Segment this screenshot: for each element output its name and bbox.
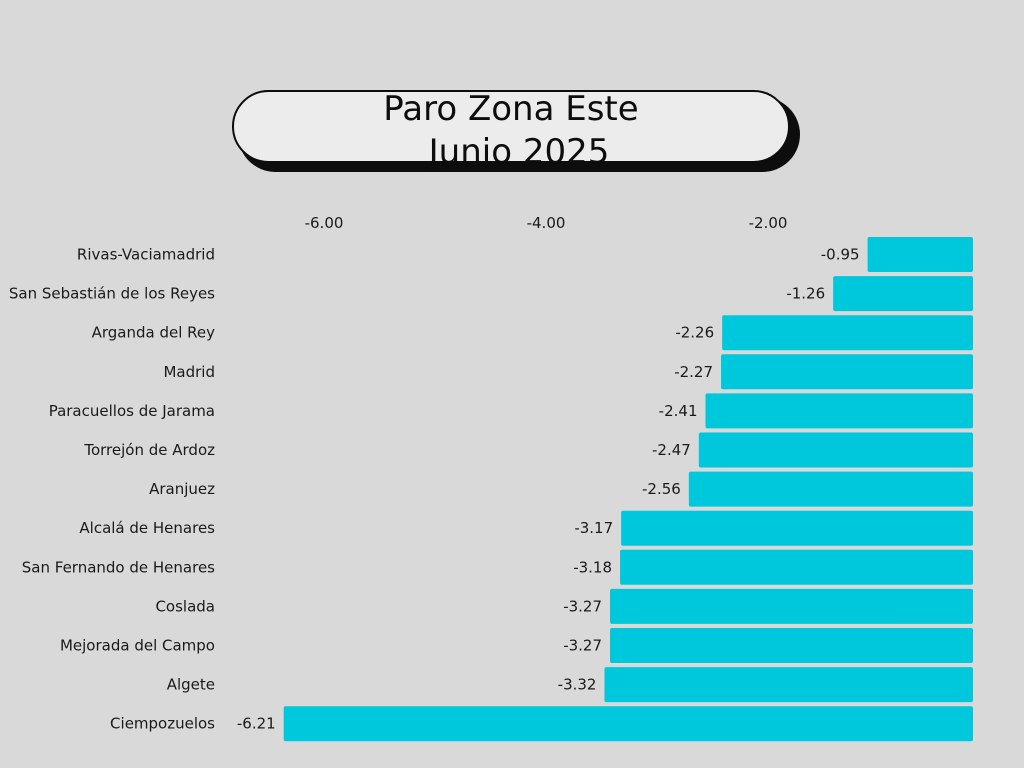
bar — [721, 354, 973, 390]
bar-value-label: -2.26 — [675, 324, 714, 342]
bar-value-label: -3.17 — [574, 519, 613, 537]
category-label: Torrejón de Ardoz — [83, 441, 215, 459]
bar — [283, 706, 973, 742]
bar-value-label: -3.18 — [573, 558, 612, 576]
category-label: San Fernando de Henares — [22, 558, 215, 576]
bar-value-label: -2.56 — [642, 480, 681, 498]
chart-title-line-1: Paro Zona Este — [383, 89, 639, 129]
category-label: Algete — [167, 676, 215, 694]
category-label: Coslada — [155, 597, 215, 615]
category-label: San Sebastián de los Reyes — [9, 285, 215, 303]
bar-value-label: -2.41 — [659, 402, 698, 420]
category-label: Aranjuez — [149, 480, 215, 498]
category-label: Mejorada del Campo — [60, 637, 215, 655]
category-label: Madrid — [163, 363, 215, 381]
bar-value-label: -3.32 — [558, 676, 597, 694]
bar-value-label: -0.95 — [821, 246, 860, 264]
category-label: Rivas-Vaciamadrid — [77, 246, 215, 264]
bar — [867, 237, 973, 272]
bar — [688, 471, 973, 507]
title-box: Paro Zona Este Junio 2025 — [232, 89, 790, 171]
bar — [722, 315, 973, 351]
bar-value-label: -3.27 — [563, 597, 602, 615]
category-label: Paracuellos de Jarama — [49, 402, 215, 420]
bar — [610, 588, 973, 624]
bar — [833, 276, 973, 312]
category-label: Arganda del Rey — [92, 324, 216, 342]
bar — [698, 432, 973, 468]
bar-value-label: -6.21 — [237, 715, 276, 733]
x-tick-label: -4.00 — [527, 214, 566, 232]
chart-title-line-2: Junio 2025 — [428, 132, 610, 172]
bar-value-label: -3.27 — [563, 637, 602, 655]
bar-value-label: -1.26 — [786, 285, 825, 303]
bar — [705, 393, 973, 429]
bar — [620, 549, 973, 585]
bar — [610, 628, 973, 663]
bar — [604, 667, 973, 703]
x-tick-label: -6.00 — [305, 214, 344, 232]
bar-value-label: -2.47 — [652, 441, 691, 459]
bar-value-label: -2.27 — [674, 363, 713, 381]
x-tick-label: -2.00 — [749, 214, 788, 232]
category-label: Alcalá de Henares — [79, 519, 215, 537]
bar — [621, 510, 973, 546]
category-label: Ciempozuelos — [110, 715, 215, 733]
